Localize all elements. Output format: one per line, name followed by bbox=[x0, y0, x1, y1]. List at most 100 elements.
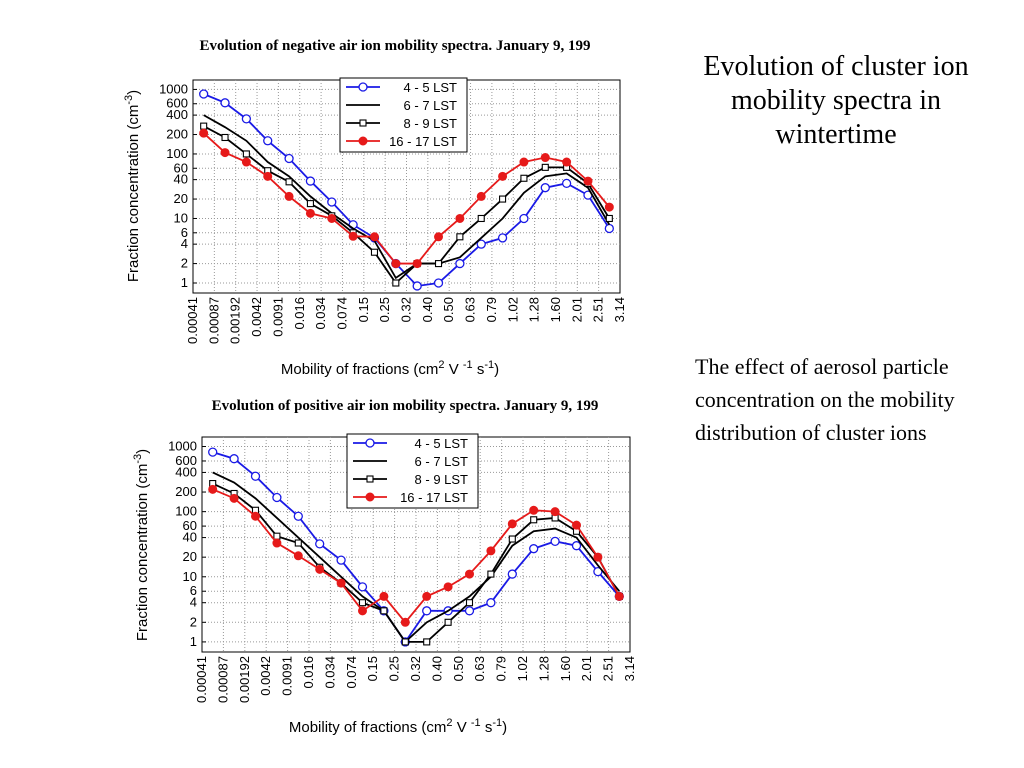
marker bbox=[305, 176, 316, 186]
marker bbox=[434, 260, 443, 268]
marker bbox=[550, 507, 560, 517]
y-tick-label: 6 bbox=[181, 225, 188, 240]
y-axis-label-part: -3 bbox=[132, 454, 144, 464]
x-axis-label-part: V bbox=[453, 719, 471, 736]
marker bbox=[370, 248, 379, 256]
y-tick-label: 100 bbox=[166, 146, 188, 161]
series-line bbox=[203, 114, 611, 280]
marker bbox=[305, 208, 315, 218]
y-tick-label: 10 bbox=[174, 210, 188, 225]
x-tick-label: 0.79 bbox=[484, 297, 499, 322]
y-axis-label-part: -3 bbox=[123, 95, 135, 105]
marker bbox=[604, 202, 614, 212]
marker bbox=[423, 638, 431, 646]
marker bbox=[583, 176, 593, 186]
y-tick-label: 2 bbox=[190, 614, 197, 629]
x-tick-label: 1.60 bbox=[548, 297, 563, 322]
marker bbox=[348, 231, 358, 241]
marker bbox=[315, 564, 325, 574]
x-tick-label: 0.79 bbox=[494, 656, 509, 681]
x-tick-label: 1.02 bbox=[515, 656, 530, 681]
y-tick-label: 6 bbox=[190, 583, 197, 598]
marker bbox=[444, 618, 452, 626]
x-axis-label-part: ) bbox=[494, 361, 499, 378]
x-tick-label: 0.00041 bbox=[194, 656, 209, 703]
marker bbox=[476, 191, 486, 201]
chart-title: Evolution of negative air ion mobility s… bbox=[200, 38, 591, 54]
x-axis-label: Mobility of fractions (cm2 V -1 s-1) bbox=[289, 717, 507, 736]
marker bbox=[540, 153, 550, 163]
slide-title: Evolution of cluster ion mobility spectr… bbox=[703, 51, 969, 150]
x-tick-label: 1.60 bbox=[558, 656, 573, 681]
marker bbox=[487, 570, 495, 578]
marker bbox=[519, 157, 529, 167]
legend-label: 16 - 17 LST bbox=[400, 490, 468, 505]
legend-label: 6 - 7 LST bbox=[404, 98, 458, 113]
x-tick-label: 0.074 bbox=[344, 656, 359, 689]
chart: Evolution of positive air ion mobility s… bbox=[132, 398, 637, 736]
y-tick-label: 200 bbox=[166, 127, 188, 142]
x-axis-label-part: Mobility of fractions (cm bbox=[289, 719, 447, 736]
marker bbox=[530, 516, 538, 524]
x-axis-label-part: s bbox=[473, 361, 485, 378]
marker bbox=[422, 606, 432, 616]
x-tick-label: 0.034 bbox=[322, 656, 337, 689]
x-tick-label: 0.32 bbox=[399, 297, 414, 322]
x-tick-label: 0.034 bbox=[313, 297, 328, 330]
x-axis-label-part: ) bbox=[502, 719, 507, 736]
x-axis-label-part: Mobility of fractions (cm bbox=[281, 361, 439, 378]
series-line bbox=[212, 471, 620, 644]
marker bbox=[208, 447, 218, 457]
marker bbox=[561, 178, 572, 189]
series-line bbox=[203, 125, 611, 285]
x-tick-label: 0.074 bbox=[334, 297, 349, 330]
y-axis-label-part: ) bbox=[134, 449, 151, 454]
marker bbox=[455, 258, 465, 269]
marker bbox=[272, 538, 282, 548]
marker bbox=[199, 128, 209, 138]
marker bbox=[572, 520, 581, 530]
marker bbox=[200, 122, 208, 130]
y-axis-label-part: Fraction concentration (cm bbox=[134, 464, 151, 642]
marker bbox=[293, 551, 303, 561]
x-axis-label-part: V bbox=[445, 361, 463, 378]
y-tick-label: 40 bbox=[174, 172, 188, 187]
marker bbox=[358, 599, 367, 607]
marker bbox=[604, 223, 614, 234]
x-tick-label: 0.0042 bbox=[249, 297, 264, 337]
x-tick-label: 0.63 bbox=[463, 297, 478, 322]
marker bbox=[359, 119, 367, 127]
marker bbox=[242, 150, 250, 158]
marker bbox=[401, 638, 409, 646]
marker bbox=[443, 582, 453, 592]
marker bbox=[507, 569, 517, 579]
marker bbox=[358, 82, 368, 92]
marker bbox=[400, 617, 410, 627]
legend-label: 6 - 7 LST bbox=[415, 454, 469, 469]
x-tick-label: 0.00041 bbox=[185, 297, 200, 344]
marker bbox=[327, 213, 337, 223]
marker bbox=[315, 539, 325, 549]
x-tick-label: 2.01 bbox=[579, 656, 594, 681]
marker bbox=[229, 493, 239, 503]
marker bbox=[477, 214, 485, 223]
marker bbox=[571, 541, 582, 551]
y-tick-label: 200 bbox=[175, 484, 197, 499]
x-tick-label: 0.25 bbox=[377, 297, 392, 322]
marker bbox=[306, 200, 314, 208]
y-tick-label: 400 bbox=[166, 107, 188, 122]
marker bbox=[520, 174, 528, 182]
marker bbox=[251, 511, 260, 521]
marker bbox=[366, 475, 374, 483]
marker bbox=[220, 148, 230, 158]
x-tick-label: 0.00192 bbox=[228, 297, 243, 344]
marker bbox=[380, 607, 388, 615]
x-axis-label-part: 2 bbox=[446, 717, 452, 729]
y-axis-label: Fraction concentration (cm-3) bbox=[123, 90, 142, 282]
x-tick-label: 0.15 bbox=[365, 656, 380, 681]
x-tick-label: 2.51 bbox=[601, 656, 616, 681]
x-tick-label: 1.28 bbox=[527, 297, 542, 322]
marker bbox=[229, 454, 239, 464]
marker bbox=[456, 233, 464, 241]
